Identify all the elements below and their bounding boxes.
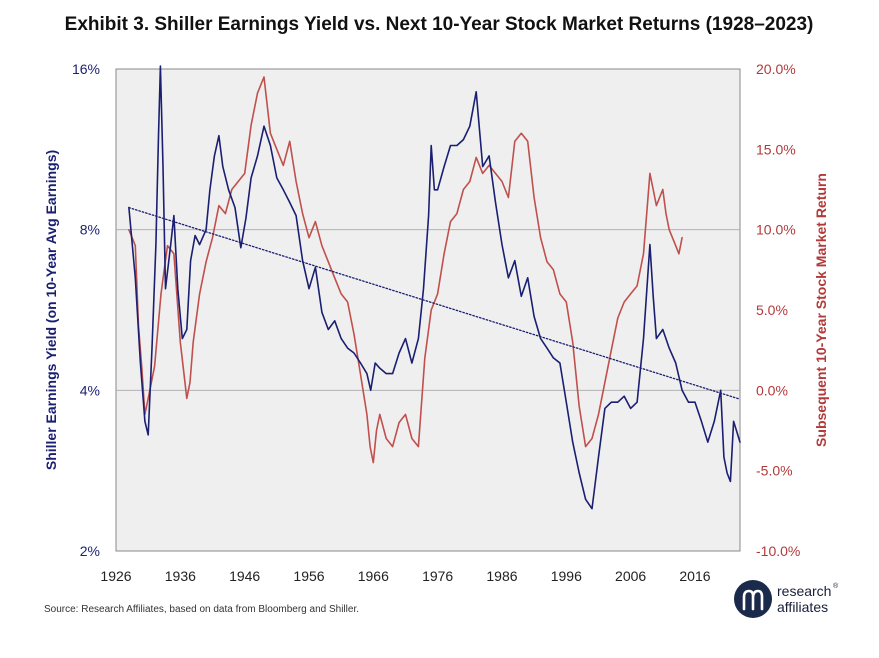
x-tick-label: 1986 <box>486 568 517 584</box>
right-tick-label: 15.0% <box>756 141 796 157</box>
x-tick-label: 1946 <box>229 568 260 584</box>
left-axis-label: Shiller Earnings Yield (on 10-Year Avg E… <box>43 150 59 470</box>
returns-series-line <box>128 76 683 464</box>
plot-area <box>115 68 741 552</box>
series-layer <box>128 65 741 510</box>
left-tick-label: 8% <box>80 222 100 238</box>
x-tick-label: 2006 <box>615 568 646 584</box>
x-tick-label: 1956 <box>293 568 324 584</box>
right-tick-label: -5.0% <box>756 463 793 479</box>
x-tick-label: 1996 <box>551 568 582 584</box>
x-tick-label: 1966 <box>358 568 389 584</box>
left-tick-label: 16% <box>72 61 100 77</box>
left-tick-label: 2% <box>80 543 100 559</box>
logo-registered-mark: ® <box>833 582 839 590</box>
logo-letter-icon <box>742 589 764 611</box>
source-note: Source: Research Affiliates, based on da… <box>44 604 359 615</box>
chart-title: Exhibit 3. Shiller Earnings Yield vs. Ne… <box>65 14 814 35</box>
x-tick-label: 1976 <box>422 568 453 584</box>
x-tick-label: 1936 <box>165 568 196 584</box>
right-tick-label: 20.0% <box>756 61 796 77</box>
right-tick-label: 0.0% <box>756 382 788 398</box>
right-tick-label: 5.0% <box>756 302 788 318</box>
left-tick-label: 4% <box>80 382 100 398</box>
logo-text-research: research <box>777 583 831 599</box>
x-axis-ticks: 1926 1936 1946 1956 1966 1976 1986 1996 2006 2016 <box>100 568 710 584</box>
right-axis-ticks: -10.0% -5.0% 0.0% 5.0% 10.0% 15.0% 20.0% <box>756 61 800 559</box>
research-affiliates-logo: research affiliates ® <box>734 580 839 618</box>
trend-line <box>128 206 741 400</box>
yield-series-line <box>128 65 741 510</box>
x-tick-label: 1926 <box>100 568 131 584</box>
right-tick-label: 10.0% <box>756 222 796 238</box>
left-axis-ticks: 2% 4% 8% 16% <box>72 61 100 559</box>
x-tick-label: 2016 <box>679 568 710 584</box>
right-axis-label: Subsequent 10-Year Stock Market Return <box>813 173 829 447</box>
right-tick-label: -10.0% <box>756 543 800 559</box>
logo-text-affiliates: affiliates <box>777 599 828 615</box>
